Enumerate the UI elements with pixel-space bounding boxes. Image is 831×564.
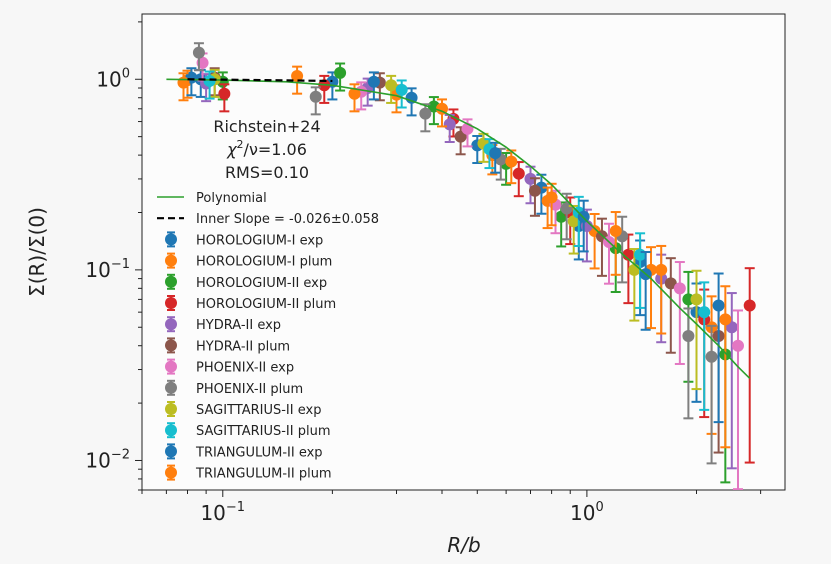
- data-point: [628, 248, 641, 322]
- legend-swatch: [165, 337, 177, 354]
- legend-swatch: [165, 443, 177, 460]
- data-point: [609, 211, 622, 276]
- data-point: [719, 285, 732, 449]
- data-point: [743, 267, 756, 464]
- annotation-chi2: χ2/ν=1.06: [226, 138, 307, 159]
- legend-label: SAGITTARIUS-II plum: [196, 424, 331, 439]
- x-tick-label: 100: [570, 500, 604, 525]
- data-layer: [166, 42, 756, 490]
- annotation-rms: RMS=0.10: [225, 163, 309, 182]
- data-point: [203, 70, 216, 100]
- annotation-title: Richstein+24: [213, 117, 320, 136]
- data-point: [405, 87, 418, 117]
- legend-swatch: [165, 295, 177, 311]
- data-point: [673, 261, 686, 365]
- data-point: [385, 74, 398, 104]
- legend-label: HYDRA-II exp: [196, 318, 281, 333]
- data-point: [664, 257, 677, 354]
- legend-label: SAGITTARIUS-II exp: [196, 403, 321, 418]
- data-point: [682, 307, 695, 420]
- y-tick-label: 100: [96, 66, 130, 91]
- axis-ticks: 10−1 100 100 10−1 10−2: [85, 21, 762, 525]
- legend-swatch: [165, 464, 177, 481]
- data-point: [477, 132, 490, 163]
- data-point: [705, 324, 718, 465]
- legend-label: Inner Slope = -0.026±0.058: [196, 212, 379, 227]
- y-axis-label: Σ(R)/Σ(0): [25, 207, 49, 297]
- data-point: [489, 141, 502, 174]
- legend-swatch: [165, 358, 177, 375]
- data-point: [645, 246, 658, 330]
- x-axis-label: R/b: [447, 533, 480, 557]
- y-tick-label: 10−2: [85, 447, 130, 472]
- legend-label: PHOENIX-II plum: [196, 382, 303, 397]
- data-point: [218, 83, 231, 113]
- legend-swatch: [165, 316, 177, 333]
- legend-label: HOROLOGIUM-I plum: [196, 255, 332, 270]
- legend-label: HOROLOGIUM-II plum: [196, 297, 336, 312]
- plot-area: [141, 13, 786, 491]
- data-point: [291, 65, 304, 95]
- data-point: [622, 233, 635, 305]
- data-point: [192, 42, 205, 72]
- legend-swatch: [165, 252, 177, 269]
- data-point: [367, 71, 380, 101]
- legend-label: HOROLOGIUM-I exp: [196, 233, 323, 248]
- legend-label: HOROLOGIUM-II exp: [196, 276, 327, 291]
- data-point: [698, 281, 711, 411]
- legend-label: TRIANGULUM-II exp: [195, 445, 323, 460]
- legend-swatch: [165, 231, 177, 248]
- inner-slope-line: [187, 78, 333, 83]
- x-tick-label: 10−1: [200, 500, 245, 525]
- legend-swatch: [165, 379, 177, 396]
- data-point: [419, 103, 432, 133]
- legend-label: HYDRA-II plum: [196, 339, 290, 354]
- y-tick-label: 10−1: [85, 257, 130, 282]
- polynomial-curve: [166, 78, 751, 379]
- data-point: [690, 269, 703, 391]
- legend-swatch: [165, 273, 177, 290]
- data-point: [395, 79, 408, 109]
- legend-label: Polynomial: [196, 191, 267, 206]
- data-point: [712, 272, 725, 424]
- legend: Polynomial Inner Slope = -0.026±0.058 HORO…: [157, 191, 379, 482]
- legend-label: TRIANGULUM-II plum: [195, 467, 332, 482]
- data-point: [309, 86, 322, 116]
- legend-swatch: [165, 401, 177, 417]
- data-point: [528, 177, 541, 217]
- legend-swatch: [165, 422, 177, 439]
- data-point: [731, 309, 744, 490]
- legend-label: PHOENIX-II exp: [196, 361, 294, 376]
- data-point: [435, 98, 448, 128]
